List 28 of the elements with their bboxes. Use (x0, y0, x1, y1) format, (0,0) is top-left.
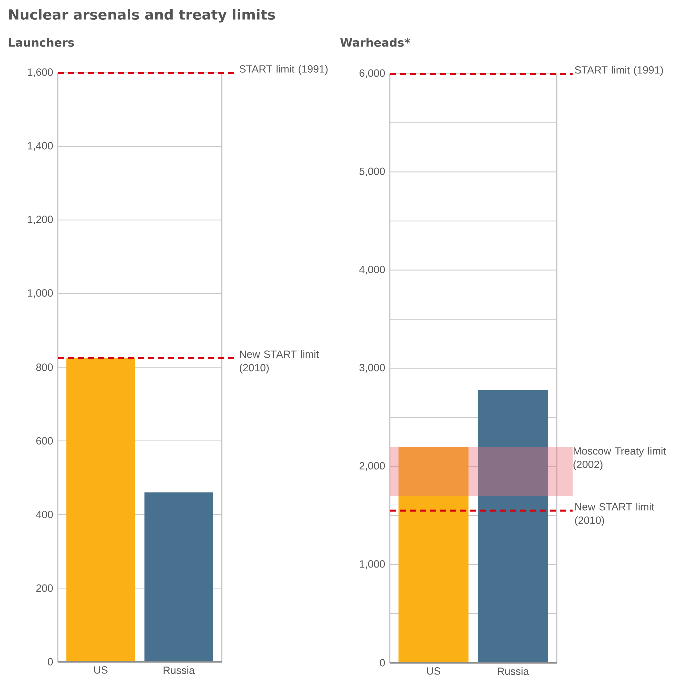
y-tick-label: 1,400 (28, 142, 54, 151)
band-label: Moscow Treaty limit (2002) (574, 447, 666, 470)
y-tick-label: 2,000 (360, 462, 386, 471)
ref-line-label: New START limit (2010) (575, 503, 654, 526)
y-tick-label: 1,200 (28, 216, 54, 225)
y-tick-label: 400 (36, 511, 54, 518)
y-tick-label: 800 (36, 364, 54, 372)
y-tick-label: 0 (380, 659, 386, 667)
x-tick-label: Russia (164, 666, 196, 674)
y-tick-label: 200 (36, 584, 54, 592)
ref-line-label: New START limit (2010) (240, 350, 320, 374)
y-tick-label: 600 (36, 437, 54, 445)
y-tick-label: 0 (48, 658, 54, 666)
chart-title: Warheads* (340, 38, 410, 48)
chart-title: Nuclear arsenals and treaty limits (9, 9, 276, 23)
x-tick-label: US (94, 666, 108, 674)
y-tick-label: 1,000 (28, 290, 54, 298)
x-tick-label: Russia (498, 668, 530, 676)
y-tick-label: 6,000 (360, 70, 386, 78)
y-tick-label: 1,600 (28, 68, 54, 78)
chart-subtitle: Launchers (9, 38, 74, 48)
ref-line-label: START limit (1991) (575, 66, 664, 76)
y-tick-label: 1,000 (360, 560, 386, 570)
y-tick-label: 5,000 (360, 168, 386, 176)
ref-line-label: START limit (1991) (240, 65, 328, 75)
y-tick-label: 3,000 (360, 364, 386, 373)
x-tick-label: US (427, 668, 441, 675)
y-tick-label: 4,000 (360, 266, 386, 275)
